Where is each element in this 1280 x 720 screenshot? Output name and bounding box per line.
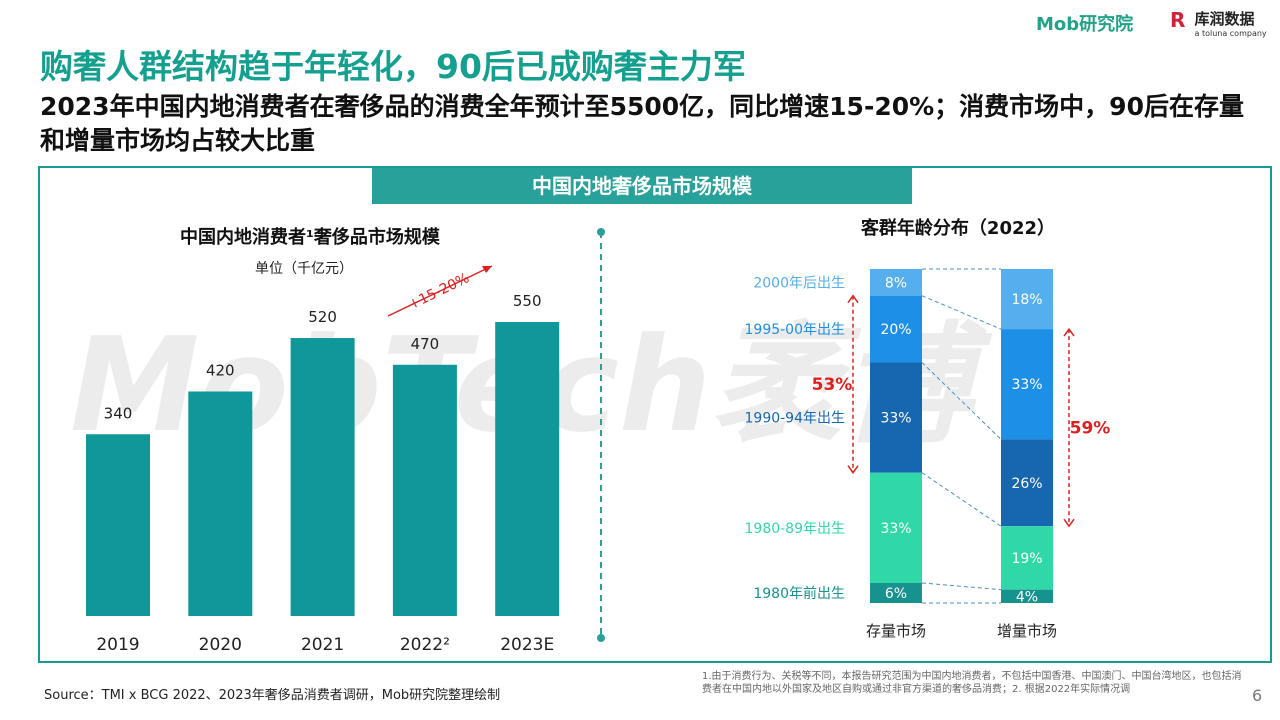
kr-logo-icon: R (1170, 8, 1186, 32)
bracket-arrows (1063, 327, 1075, 528)
series-label: 1995-00年出生 (745, 322, 846, 338)
kr-logo-sub: a toluna company (1194, 29, 1267, 38)
segment-label: 6% (885, 586, 907, 602)
x-tick-label: 2022² (400, 635, 450, 655)
stacked-segment (870, 269, 922, 296)
divider-dot (597, 228, 605, 236)
content-frame (38, 166, 1272, 663)
bar (392, 364, 457, 616)
growth-arrow (387, 265, 493, 317)
bar-value-label: 420 (206, 361, 235, 379)
stacked-segment (1001, 269, 1053, 330)
bar (290, 338, 355, 616)
kr-logo: R 库润数据 a toluna company (1170, 8, 1267, 38)
bar-value-label: 470 (411, 335, 440, 353)
footnote: 1.由于消费行为、关税等不同，本报告研究范围为中国内地消费者，不包括中国香港、中… (702, 671, 1242, 695)
segment-label: 18% (1011, 292, 1042, 308)
bracket-arrows (847, 294, 859, 475)
stacked-segment (1001, 526, 1053, 590)
bar (188, 391, 253, 616)
segment-label: 33% (880, 411, 911, 427)
stacked-segment (1001, 329, 1053, 440)
page-title: 购奢人群结构趋于年轻化，90后已成购奢主力军 (40, 47, 746, 86)
page-number: 6 (1252, 686, 1263, 705)
stacked-segment (1001, 439, 1053, 527)
segment-label: 33% (1011, 377, 1042, 393)
x-tick-label: 2020 (199, 635, 242, 655)
stacked-segment (1001, 589, 1053, 603)
stacked-segment (870, 582, 922, 603)
x-tick-label: 2023E (500, 635, 554, 655)
bar-chart-title: 中国内地消费者¹奢侈品市场规模 (180, 226, 441, 248)
series-label: 1980-89年出生 (745, 521, 846, 537)
x-tick-label: 2021 (301, 635, 344, 655)
segment-label: 8% (885, 275, 907, 291)
connector-line (921, 472, 1002, 527)
x-tick-label: 2019 (96, 635, 139, 655)
bracket-label: 53% (812, 375, 853, 395)
stacked-segment (870, 362, 922, 473)
growth-arrow-head (482, 266, 492, 273)
bar-value-label: 520 (308, 308, 337, 326)
bracket-label: 59% (1070, 419, 1111, 439)
connector-line (921, 582, 1002, 591)
kr-logo-text: 库润数据 (1194, 10, 1255, 28)
x-tick-label: 存量市场 (866, 622, 926, 640)
segment-label: 33% (880, 521, 911, 537)
bar (86, 434, 150, 616)
series-label: 1990-94年出生 (745, 411, 846, 427)
segment-label: 4% (1016, 589, 1038, 605)
segment-label: 19% (1011, 551, 1042, 567)
source-text: Source：TMI x BCG 2022、2023年奢侈品消费者调研，Mob研… (44, 688, 501, 703)
stacked-segment (870, 472, 922, 583)
segment-label: 26% (1011, 476, 1042, 492)
connector-line (921, 362, 1002, 440)
growth-annotation: +15-20% (406, 270, 472, 313)
series-label: 2000年后出生 (753, 275, 845, 291)
bar-value-label: 340 (104, 404, 133, 422)
stacked-chart-title: 客群年龄分布（2022） (861, 217, 1055, 239)
segment-label: 20% (880, 322, 911, 338)
bar (495, 322, 560, 616)
bar-value-label: 550 (513, 292, 542, 310)
section-title: 中国内地奢侈品市场规模 (372, 168, 912, 204)
x-tick-label: 增量市场 (997, 622, 1057, 640)
mob-logo: Mob研究院 (1036, 14, 1134, 35)
series-label: 1980年前出生 (753, 585, 845, 602)
connector-line (921, 295, 1002, 330)
divider-dot (597, 634, 605, 642)
page-subtitle: 2023年中国内地消费者在奢侈品的消费全年预计至5500亿，同比增速15-20%… (40, 92, 1244, 155)
bar-chart-unit: 单位（千亿元） (255, 261, 353, 277)
stacked-segment (870, 295, 922, 363)
